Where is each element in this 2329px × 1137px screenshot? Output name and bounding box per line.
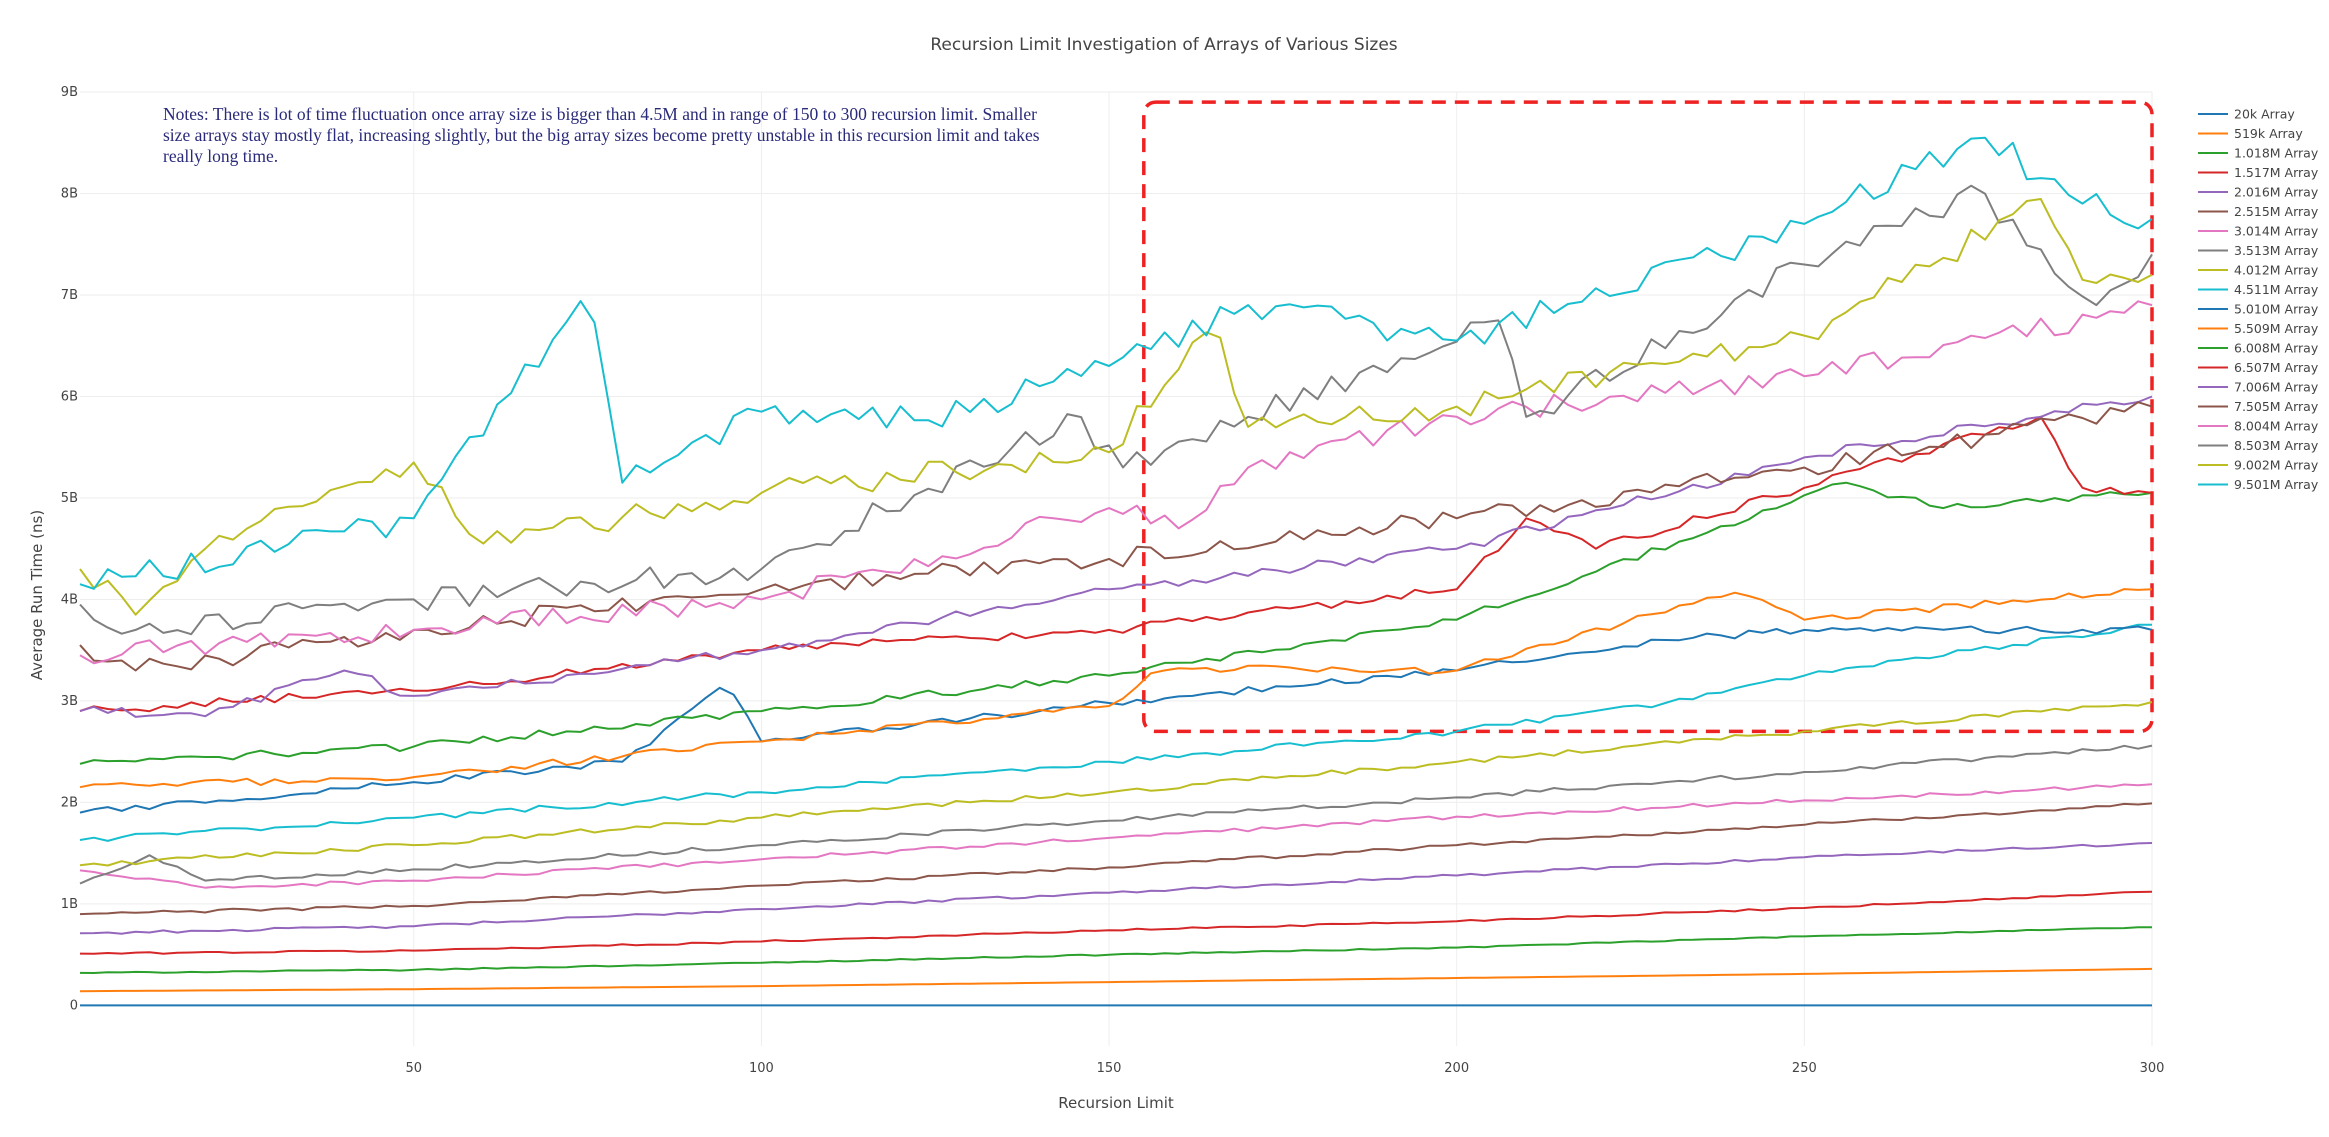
x-tick-label: 250 — [1792, 1061, 1817, 1076]
series-line — [79, 744, 2153, 885]
x-tick-label: 100 — [749, 1061, 774, 1076]
series-line — [79, 198, 2153, 616]
legend-item-label: 9.501M Array — [2234, 477, 2319, 492]
gridlines — [80, 91, 2153, 1046]
series-line — [79, 842, 2153, 935]
x-tick-label: 200 — [1444, 1061, 1469, 1076]
y-tick-label: 0 — [70, 998, 78, 1013]
legend-item-label: 3.513M Array — [2234, 243, 2319, 258]
series-line — [79, 401, 2153, 672]
legend-item-label: 5.509M Array — [2234, 321, 2319, 336]
legend-item-label: 6.008M Array — [2234, 341, 2319, 356]
series-line — [79, 701, 2153, 867]
series-line — [79, 395, 2153, 718]
legend-item-label: 7.006M Array — [2234, 380, 2319, 395]
legend-item-label: 8.004M Array — [2234, 419, 2319, 434]
x-axis-ticks: 50 100 150 200 250 300 — [405, 1061, 2164, 1076]
series-line — [79, 802, 2153, 916]
series-line — [79, 926, 2153, 974]
y-tick-label: 4B — [61, 592, 78, 607]
series-line — [79, 481, 2153, 765]
series-lines — [79, 136, 2153, 1007]
legend-item-label: 5.010M Array — [2234, 302, 2319, 317]
series-line — [79, 967, 2153, 993]
legend-item-label: 2.515M Array — [2234, 204, 2319, 219]
y-tick-label: 9B — [61, 85, 78, 100]
legend-item-label: 20k Array — [2234, 107, 2295, 122]
chart-annotation: Notes: There is lot of time fluctuation … — [163, 104, 1040, 166]
legend-item-label: 8.503M Array — [2234, 438, 2319, 453]
legend: 20k Array 519k Array 1.018M Array 1.517M Ar… — [2198, 107, 2319, 492]
series-line — [79, 300, 2153, 665]
highlight-rectangle — [1142, 100, 2154, 734]
y-tick-label: 3B — [61, 694, 78, 709]
legend-item-label: 1.517M Array — [2234, 165, 2319, 180]
y-tick-label: 2B — [61, 795, 78, 810]
legend-item-label: 1.018M Array — [2234, 146, 2319, 161]
legend-item-label: 519k Array — [2234, 126, 2303, 141]
x-axis-title: Recursion Limit — [1058, 1094, 1174, 1112]
series-line — [79, 890, 2153, 955]
x-tick-label: 300 — [2140, 1061, 2165, 1076]
series-line — [79, 783, 2153, 889]
series-line — [79, 625, 2153, 814]
legend-item-label: 4.511M Array — [2234, 282, 2319, 297]
series-line — [79, 588, 2153, 789]
x-tick-label: 50 — [405, 1061, 422, 1076]
series-line — [79, 623, 2153, 842]
legend-item-label: 2.016M Array — [2234, 185, 2319, 200]
legend-item-label: 3.014M Array — [2234, 224, 2319, 239]
y-tick-label: 5B — [61, 491, 78, 506]
y-tick-label: 7B — [61, 288, 78, 303]
legend-item-label: 7.505M Array — [2234, 399, 2319, 414]
legend-item-label: 4.012M Array — [2234, 263, 2319, 278]
legend-item-label: 9.002M Array — [2234, 458, 2319, 473]
x-tick-label: 150 — [1097, 1061, 1122, 1076]
legend-item-label: 6.507M Array — [2234, 360, 2319, 375]
y-axis-title: Average Run Time (ns) — [28, 510, 46, 680]
highlight-region — [1142, 100, 2154, 734]
y-tick-label: 6B — [61, 389, 78, 404]
y-tick-label: 8B — [61, 186, 78, 201]
y-axis-ticks: 0 1B 2B 3B 4B 5B 6B 7B 8B 9B — [61, 85, 78, 1013]
series-line — [79, 136, 2153, 590]
series-line — [79, 184, 2153, 636]
y-tick-label: 1B — [61, 897, 78, 912]
series-line — [79, 415, 2153, 713]
chart-title: Recursion Limit Investigation of Arrays … — [930, 35, 1397, 55]
